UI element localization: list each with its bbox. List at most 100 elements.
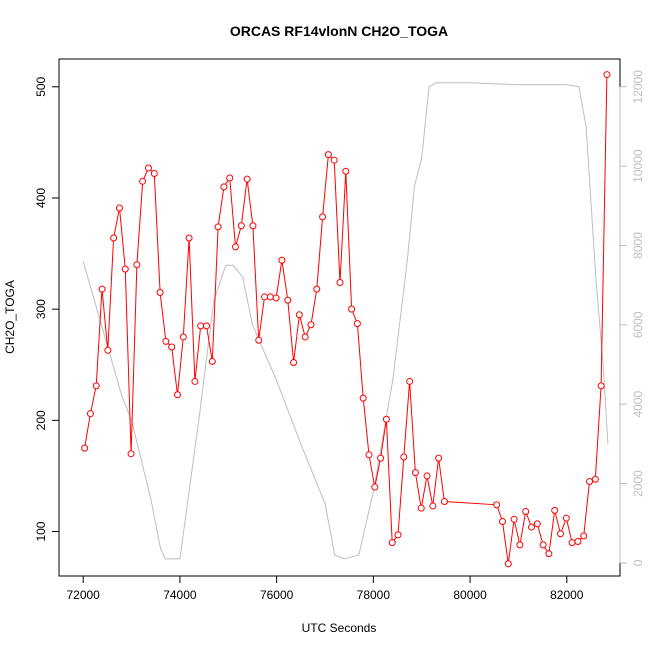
data-point: [272, 294, 280, 302]
data-point: [377, 454, 385, 462]
y-tick-label: 400: [34, 188, 48, 208]
data-point: [324, 151, 332, 159]
data-point: [336, 278, 344, 286]
series-layer: [81, 71, 611, 568]
data-point: [104, 346, 112, 354]
data-point: [139, 177, 147, 185]
data-point: [423, 472, 431, 480]
data-point: [603, 71, 611, 79]
data-point: [156, 288, 164, 296]
chart-title: ORCAS RF14vlonN CH2O_TOGA: [230, 23, 448, 39]
data-point: [197, 322, 205, 330]
y2-tick-label: 2000: [631, 470, 645, 497]
data-point: [591, 475, 599, 483]
plot-frame: [58, 58, 621, 577]
x-tick-label: 80000: [453, 588, 487, 602]
data-point: [353, 320, 361, 328]
data-point: [110, 234, 118, 242]
x-tick-label: 82000: [550, 588, 584, 602]
data-point: [278, 256, 286, 264]
data-point: [226, 174, 234, 182]
data-point: [597, 382, 605, 390]
data-point: [551, 506, 559, 514]
data-point: [81, 444, 89, 452]
data-point: [261, 293, 269, 301]
data-point: [498, 518, 506, 526]
data-point: [203, 322, 211, 330]
data-point: [232, 243, 240, 251]
data-point: [371, 483, 379, 491]
y2-tick-label: 12000: [631, 70, 645, 104]
data-point: [243, 175, 251, 183]
y-tick-label: 100: [34, 521, 48, 541]
data-point: [313, 285, 321, 293]
data-point: [527, 523, 535, 531]
data-point: [144, 164, 152, 172]
data-point: [359, 394, 367, 402]
data-point: [533, 520, 541, 528]
data-point: [92, 382, 100, 390]
data-point: [249, 222, 257, 230]
data-point: [319, 213, 327, 221]
data-point: [121, 265, 129, 273]
data-point: [330, 156, 338, 164]
y-axis-label: CH2O_TOGA: [3, 280, 17, 354]
data-point: [295, 311, 303, 319]
data-point: [586, 477, 594, 485]
y2-tick-label: 8000: [631, 232, 645, 259]
x-tick-label: 76000: [260, 588, 294, 602]
data-point: [150, 170, 158, 178]
data-point: [562, 514, 570, 522]
y-tick-label: 300: [34, 299, 48, 319]
y-tick-label: 500: [34, 76, 48, 96]
data-point: [115, 204, 123, 212]
data-point: [301, 333, 309, 341]
data-point: [208, 357, 216, 365]
data-point: [185, 234, 193, 242]
x-tick-label: 74000: [163, 588, 197, 602]
data-point: [133, 261, 141, 269]
data-point: [417, 504, 425, 512]
data-point: [504, 560, 512, 568]
x-tick-label: 72000: [66, 588, 100, 602]
data-point: [580, 532, 588, 540]
y-axis-right: 0 2000 4000 6000 8000 10000 12000: [619, 70, 645, 566]
y2-tick-label: 4000: [631, 391, 645, 418]
data-point: [557, 530, 565, 538]
data-point: [191, 377, 199, 385]
data-point: [290, 359, 298, 367]
y2-tick-label: 0: [631, 559, 645, 566]
data-point: [342, 167, 350, 175]
secondary-series-line: [82, 82, 609, 560]
data-point: [522, 508, 530, 516]
data-point: [214, 223, 222, 231]
x-axis-label: UTC Seconds: [302, 621, 377, 635]
data-point: [574, 538, 582, 546]
data-point: [429, 502, 437, 510]
y-tick-label: 200: [34, 410, 48, 430]
data-point: [382, 415, 390, 423]
data-point: [307, 321, 315, 329]
data-point: [179, 333, 187, 341]
data-point: [168, 343, 176, 351]
x-axis: 72000 74000 76000 78000 80000 82000: [66, 575, 584, 602]
y2-tick-label: 10000: [631, 149, 645, 183]
y-axis-left: 100 200 300 400 500: [34, 76, 60, 542]
data-point: [493, 501, 501, 509]
data-point: [388, 539, 396, 547]
data-point: [435, 454, 443, 462]
data-point: [568, 539, 576, 547]
data-point: [510, 515, 518, 523]
data-point: [400, 453, 408, 461]
data-point: [127, 450, 135, 458]
data-point: [411, 469, 419, 477]
data-point: [86, 410, 94, 418]
primary-series-line: [84, 74, 608, 564]
data-point: [255, 336, 263, 344]
data-point: [173, 391, 181, 399]
data-point: [98, 285, 106, 293]
data-point: [440, 498, 448, 506]
data-point: [516, 541, 524, 549]
data-point: [545, 550, 553, 558]
